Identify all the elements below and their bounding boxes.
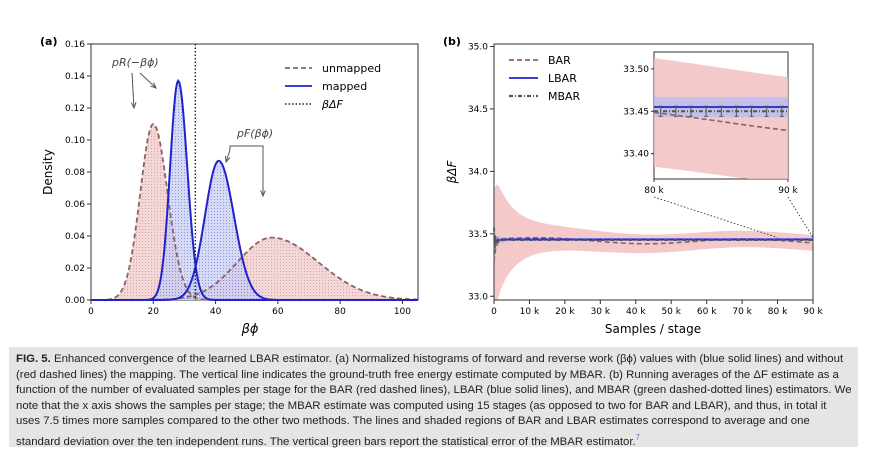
xtick-label: 80 xyxy=(334,307,346,317)
b-xtick-label: 70 k xyxy=(732,307,752,317)
xtick-label: 20 xyxy=(148,307,160,317)
panel-b-inset: 33.50 33.45 33.40 80 k 90 k xyxy=(623,51,814,238)
b-xtick-label: 20 k xyxy=(555,307,575,317)
legend-lbar-label: LBAR xyxy=(548,72,577,85)
forward-arrow-left-head xyxy=(225,155,231,164)
caption-lead: FIG. 5. xyxy=(16,353,51,365)
b-xtick-label: 30 k xyxy=(591,307,611,317)
panel-b-label: (b) xyxy=(443,35,461,48)
panel-a-annotation-arrows xyxy=(130,72,266,198)
panel-b-xlabel: Samples / stage xyxy=(605,322,701,336)
inset-xtick-label: 80 k xyxy=(644,186,664,196)
b-xtick-label: 50 k xyxy=(661,307,681,317)
b-xtick-label: 10 k xyxy=(520,307,540,317)
panel-a-xlabel: βϕ xyxy=(241,322,259,337)
inset-ytick-label: 33.50 xyxy=(623,65,649,75)
panel-a-legend: unmapped mapped βΔF xyxy=(285,62,381,111)
inset-bar-line xyxy=(653,111,789,132)
legend-mbar-label: MBAR xyxy=(548,90,581,103)
b-xtick-label: 40 k xyxy=(626,307,646,317)
caption-box: FIG. 5. Enhanced convergence of the lear… xyxy=(9,347,858,450)
xtick-label: 60 xyxy=(272,307,284,317)
panel-a-ylabel: Density xyxy=(41,149,55,195)
mbar-mean-line xyxy=(493,227,813,249)
annotation-forward-label: pF(βϕ) xyxy=(236,127,273,140)
inset-ytick-label: 33.45 xyxy=(623,107,649,117)
ytick-label: 0.04 xyxy=(65,232,85,242)
reverse-arrow-left-head xyxy=(130,102,137,110)
forward-arrow-left xyxy=(225,149,231,163)
ytick-label: 0.00 xyxy=(65,296,85,306)
annotation-reverse-label: pR(−βϕ) xyxy=(111,56,159,69)
legend-unmapped-label: unmapped xyxy=(322,62,381,75)
xtick-label: 100 xyxy=(394,307,411,317)
b-xtick-label: 90 k xyxy=(803,307,823,317)
forward-arrow-right-head xyxy=(260,190,266,198)
density-line-mapped-forward xyxy=(91,159,418,301)
b-xtick-label: 0 xyxy=(491,307,497,317)
inset-connector-right xyxy=(787,196,814,238)
legend-mapped-label: mapped xyxy=(322,80,367,93)
reverse-arrow-left xyxy=(131,72,135,109)
bar-mean-line xyxy=(493,236,814,262)
b-ytick-label: 34.0 xyxy=(468,167,488,177)
xtick-label: 40 xyxy=(210,307,222,317)
b-ytick-label: 35.0 xyxy=(468,42,488,52)
bar-std-band xyxy=(494,184,813,300)
panel-b-legend: BAR LBAR MBAR xyxy=(509,54,581,103)
caption-text: Enhanced convergence of the learned LBAR… xyxy=(16,353,852,448)
inset-bar-band xyxy=(654,58,788,179)
ytick-label: 0.16 xyxy=(65,40,85,50)
forward-bracket xyxy=(229,145,264,150)
b-xtick-label: 80 k xyxy=(768,307,788,317)
panel-b: (b) 0 10 k 20 k 30 k 40 k 50 k 60 k 70 k 80 k 90 … xyxy=(443,35,824,336)
b-ytick-label: 33.0 xyxy=(468,292,488,302)
ytick-label: 0.12 xyxy=(65,104,85,114)
caption-reference: 7 xyxy=(635,432,641,442)
panel-a-label: (a) xyxy=(40,35,57,48)
panel-b-frame xyxy=(493,43,814,301)
reverse-arrow-right xyxy=(139,72,157,89)
panel-a-plot: 0 20 40 60 80 100 0.00 0.02 0.04 0.06 0.08 0.10 0.12… xyxy=(65,40,419,317)
figure: (a) 0 20 40 60 80 100 0.00 0.02 0.04 0.06 0.08 0.10… xyxy=(40,35,824,337)
panel-b-ylabel: βΔF xyxy=(445,160,459,185)
ytick-label: 0.08 xyxy=(65,168,85,178)
b-ytick-label: 34.5 xyxy=(468,105,488,115)
ytick-label: 0.10 xyxy=(65,136,85,146)
legend-deltaf-label: βΔF xyxy=(321,98,344,111)
reverse-arrow-right-head xyxy=(150,82,157,89)
figure-caption: FIG. 5. Enhanced convergence of the lear… xyxy=(16,352,852,450)
legend-bar-label: BAR xyxy=(548,54,571,67)
ytick-label: 0.02 xyxy=(65,264,85,274)
ytick-label: 0.14 xyxy=(65,72,85,82)
inset-xtick-label: 90 k xyxy=(778,186,798,196)
inset-ytick-label: 33.40 xyxy=(623,150,649,160)
panel-b-plot: 0 10 k 20 k 30 k 40 k 50 k 60 k 70 k 80 k 90 k33.… xyxy=(468,42,824,317)
inset-connector-left xyxy=(653,196,778,238)
b-xtick-label: 60 k xyxy=(697,307,717,317)
panel-a: (a) 0 20 40 60 80 100 0.00 0.02 0.04 0.06 0.08 0.10… xyxy=(40,35,419,337)
b-ytick-label: 33.5 xyxy=(468,230,488,240)
density-hatch-1 xyxy=(91,237,418,300)
ytick-label: 0.06 xyxy=(65,200,85,210)
xtick-label: 0 xyxy=(88,307,94,317)
